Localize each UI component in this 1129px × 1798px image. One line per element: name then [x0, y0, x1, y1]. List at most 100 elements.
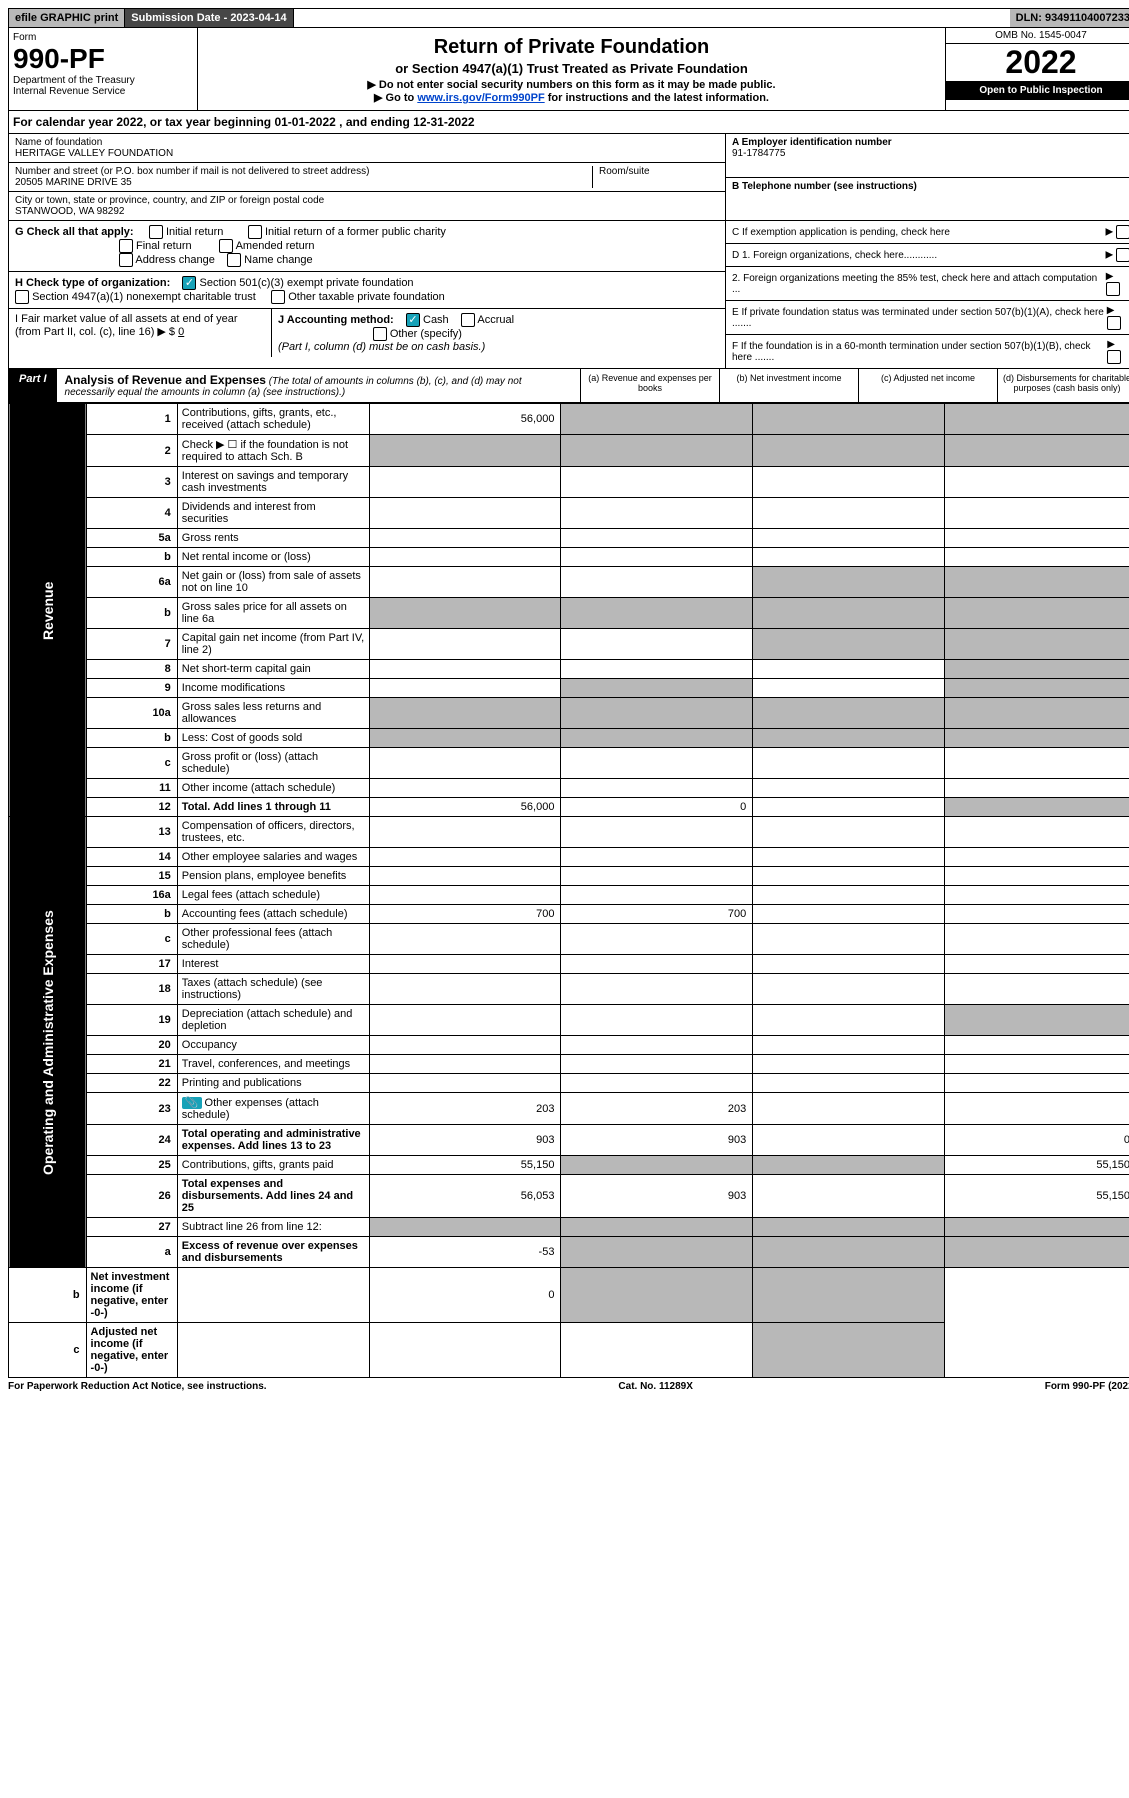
col-b-value: 903	[561, 1175, 753, 1218]
table-row: 19Depreciation (attach schedule) and dep…	[9, 1005, 1129, 1036]
col-a-value	[369, 598, 561, 629]
col-c-value	[753, 1156, 945, 1175]
col-b-value	[561, 848, 753, 867]
col-a-value: 203	[369, 1093, 561, 1125]
col-c-value	[753, 1036, 945, 1055]
col-d-value	[945, 1218, 1129, 1237]
line-number: 26	[86, 1175, 177, 1218]
omb-number: OMB No. 1545-0047	[946, 28, 1129, 44]
col-c-value	[753, 629, 945, 660]
col-a-value	[369, 1036, 561, 1055]
line-description: Subtract line 26 from line 12:	[177, 1218, 369, 1237]
form-title-block: Return of Private Foundation or Section …	[198, 28, 945, 110]
checkbox-4947[interactable]	[15, 290, 29, 304]
col-d-value	[945, 498, 1129, 529]
checkbox-address-change[interactable]	[119, 253, 133, 267]
col-a-value	[369, 698, 561, 729]
attachment-icon[interactable]: 📎	[182, 1097, 202, 1109]
col-b-value	[561, 1005, 753, 1036]
col-d-value	[945, 529, 1129, 548]
col-c-value	[753, 498, 945, 529]
checkbox-amended[interactable]	[219, 239, 233, 253]
col-c-value	[753, 435, 945, 467]
checkbox-other-taxable[interactable]	[271, 290, 285, 304]
table-row: bAccounting fees (attach schedule)700700	[9, 905, 1129, 924]
col-d-value	[945, 598, 1129, 629]
irs-label: Internal Revenue Service	[13, 86, 125, 97]
room-label: Room/suite	[599, 166, 650, 177]
name-label: Name of foundation	[15, 137, 719, 148]
checkbox-cash[interactable]: ✓	[406, 313, 420, 327]
line-number: 1	[86, 404, 177, 435]
line-description: Depreciation (attach schedule) and deple…	[177, 1005, 369, 1036]
table-row: 10aGross sales less returns and allowanc…	[9, 698, 1129, 729]
line-number: 7	[86, 629, 177, 660]
col-b-value	[561, 748, 753, 779]
col-b-header: (b) Net investment income	[719, 369, 858, 402]
line-description: Net investment income (if negative, ente…	[86, 1268, 177, 1323]
col-b-value: 203	[561, 1093, 753, 1125]
table-row: 27Subtract line 26 from line 12:	[9, 1218, 1129, 1237]
form-title: Return of Private Foundation	[204, 36, 939, 59]
col-b-value	[561, 1218, 753, 1237]
col-a-value	[369, 955, 561, 974]
col-d-value	[945, 924, 1129, 955]
g-row: G Check all that apply: Initial return I…	[9, 221, 725, 272]
col-c-value	[753, 748, 945, 779]
expenses-side-label: Operating and Administrative Expenses	[9, 817, 87, 1268]
col-b-value	[561, 1237, 753, 1268]
col-c-value	[753, 1175, 945, 1218]
col-c-value	[753, 467, 945, 498]
checkbox-e[interactable]	[1107, 316, 1121, 330]
col-a-value	[369, 1218, 561, 1237]
col-a-value	[369, 660, 561, 679]
table-row: 18Taxes (attach schedule) (see instructi…	[9, 974, 1129, 1005]
line-description: Printing and publications	[177, 1074, 369, 1093]
checkbox-name-change[interactable]	[227, 253, 241, 267]
addr-label: Number and street (or P.O. box number if…	[15, 166, 592, 177]
line-description: Gross rents	[177, 529, 369, 548]
checkbox-c[interactable]	[1116, 225, 1129, 239]
col-a-value	[369, 974, 561, 1005]
checkbox-f[interactable]	[1107, 350, 1121, 364]
checkbox-d2[interactable]	[1106, 282, 1120, 296]
col-b-value	[561, 660, 753, 679]
checkbox-initial-former[interactable]	[248, 225, 262, 239]
col-b-value	[561, 867, 753, 886]
checkbox-d1[interactable]	[1116, 248, 1129, 262]
col-b-value	[561, 404, 753, 435]
col-b-value	[561, 629, 753, 660]
ein-label: A Employer identification number	[732, 137, 892, 148]
col-b-value	[561, 817, 753, 848]
instr-2: ▶ Go to www.irs.gov/Form990PF for instru…	[204, 91, 939, 104]
irs-link[interactable]: www.irs.gov/Form990PF	[417, 92, 544, 104]
line-description: Interest	[177, 955, 369, 974]
table-row: bNet rental income or (loss)	[9, 548, 1129, 567]
line-description: Contributions, gifts, grants paid	[177, 1156, 369, 1175]
col-d-value	[945, 729, 1129, 748]
table-row: 2Check ▶ ☐ if the foundation is not requ…	[9, 435, 1129, 467]
line-number: 25	[86, 1156, 177, 1175]
col-d-value	[945, 404, 1129, 435]
checkbox-final-return[interactable]	[119, 239, 133, 253]
checkbox-initial-return[interactable]	[149, 225, 163, 239]
col-b-value	[561, 1055, 753, 1074]
line-description: Other professional fees (attach schedule…	[177, 924, 369, 955]
line-number: 2	[86, 435, 177, 467]
ein-value: 91-1784775	[732, 148, 785, 159]
e-label: E If private foundation status was termi…	[732, 307, 1107, 329]
checkbox-other-method[interactable]	[373, 327, 387, 341]
table-row: 26Total expenses and disbursements. Add …	[9, 1175, 1129, 1218]
col-a-value	[369, 867, 561, 886]
col-b-value	[561, 779, 753, 798]
foundation-name: HERITAGE VALLEY FOUNDATION	[15, 148, 173, 159]
table-row: bGross sales price for all assets on lin…	[9, 598, 1129, 629]
col-d-value: 55,150	[945, 1156, 1129, 1175]
col-b-value	[561, 924, 753, 955]
checkbox-accrual[interactable]	[461, 313, 475, 327]
checkbox-501c3[interactable]: ✓	[182, 276, 196, 290]
col-a-value	[369, 679, 561, 698]
col-c-value	[753, 698, 945, 729]
col-b-value	[561, 698, 753, 729]
line-number: c	[86, 924, 177, 955]
